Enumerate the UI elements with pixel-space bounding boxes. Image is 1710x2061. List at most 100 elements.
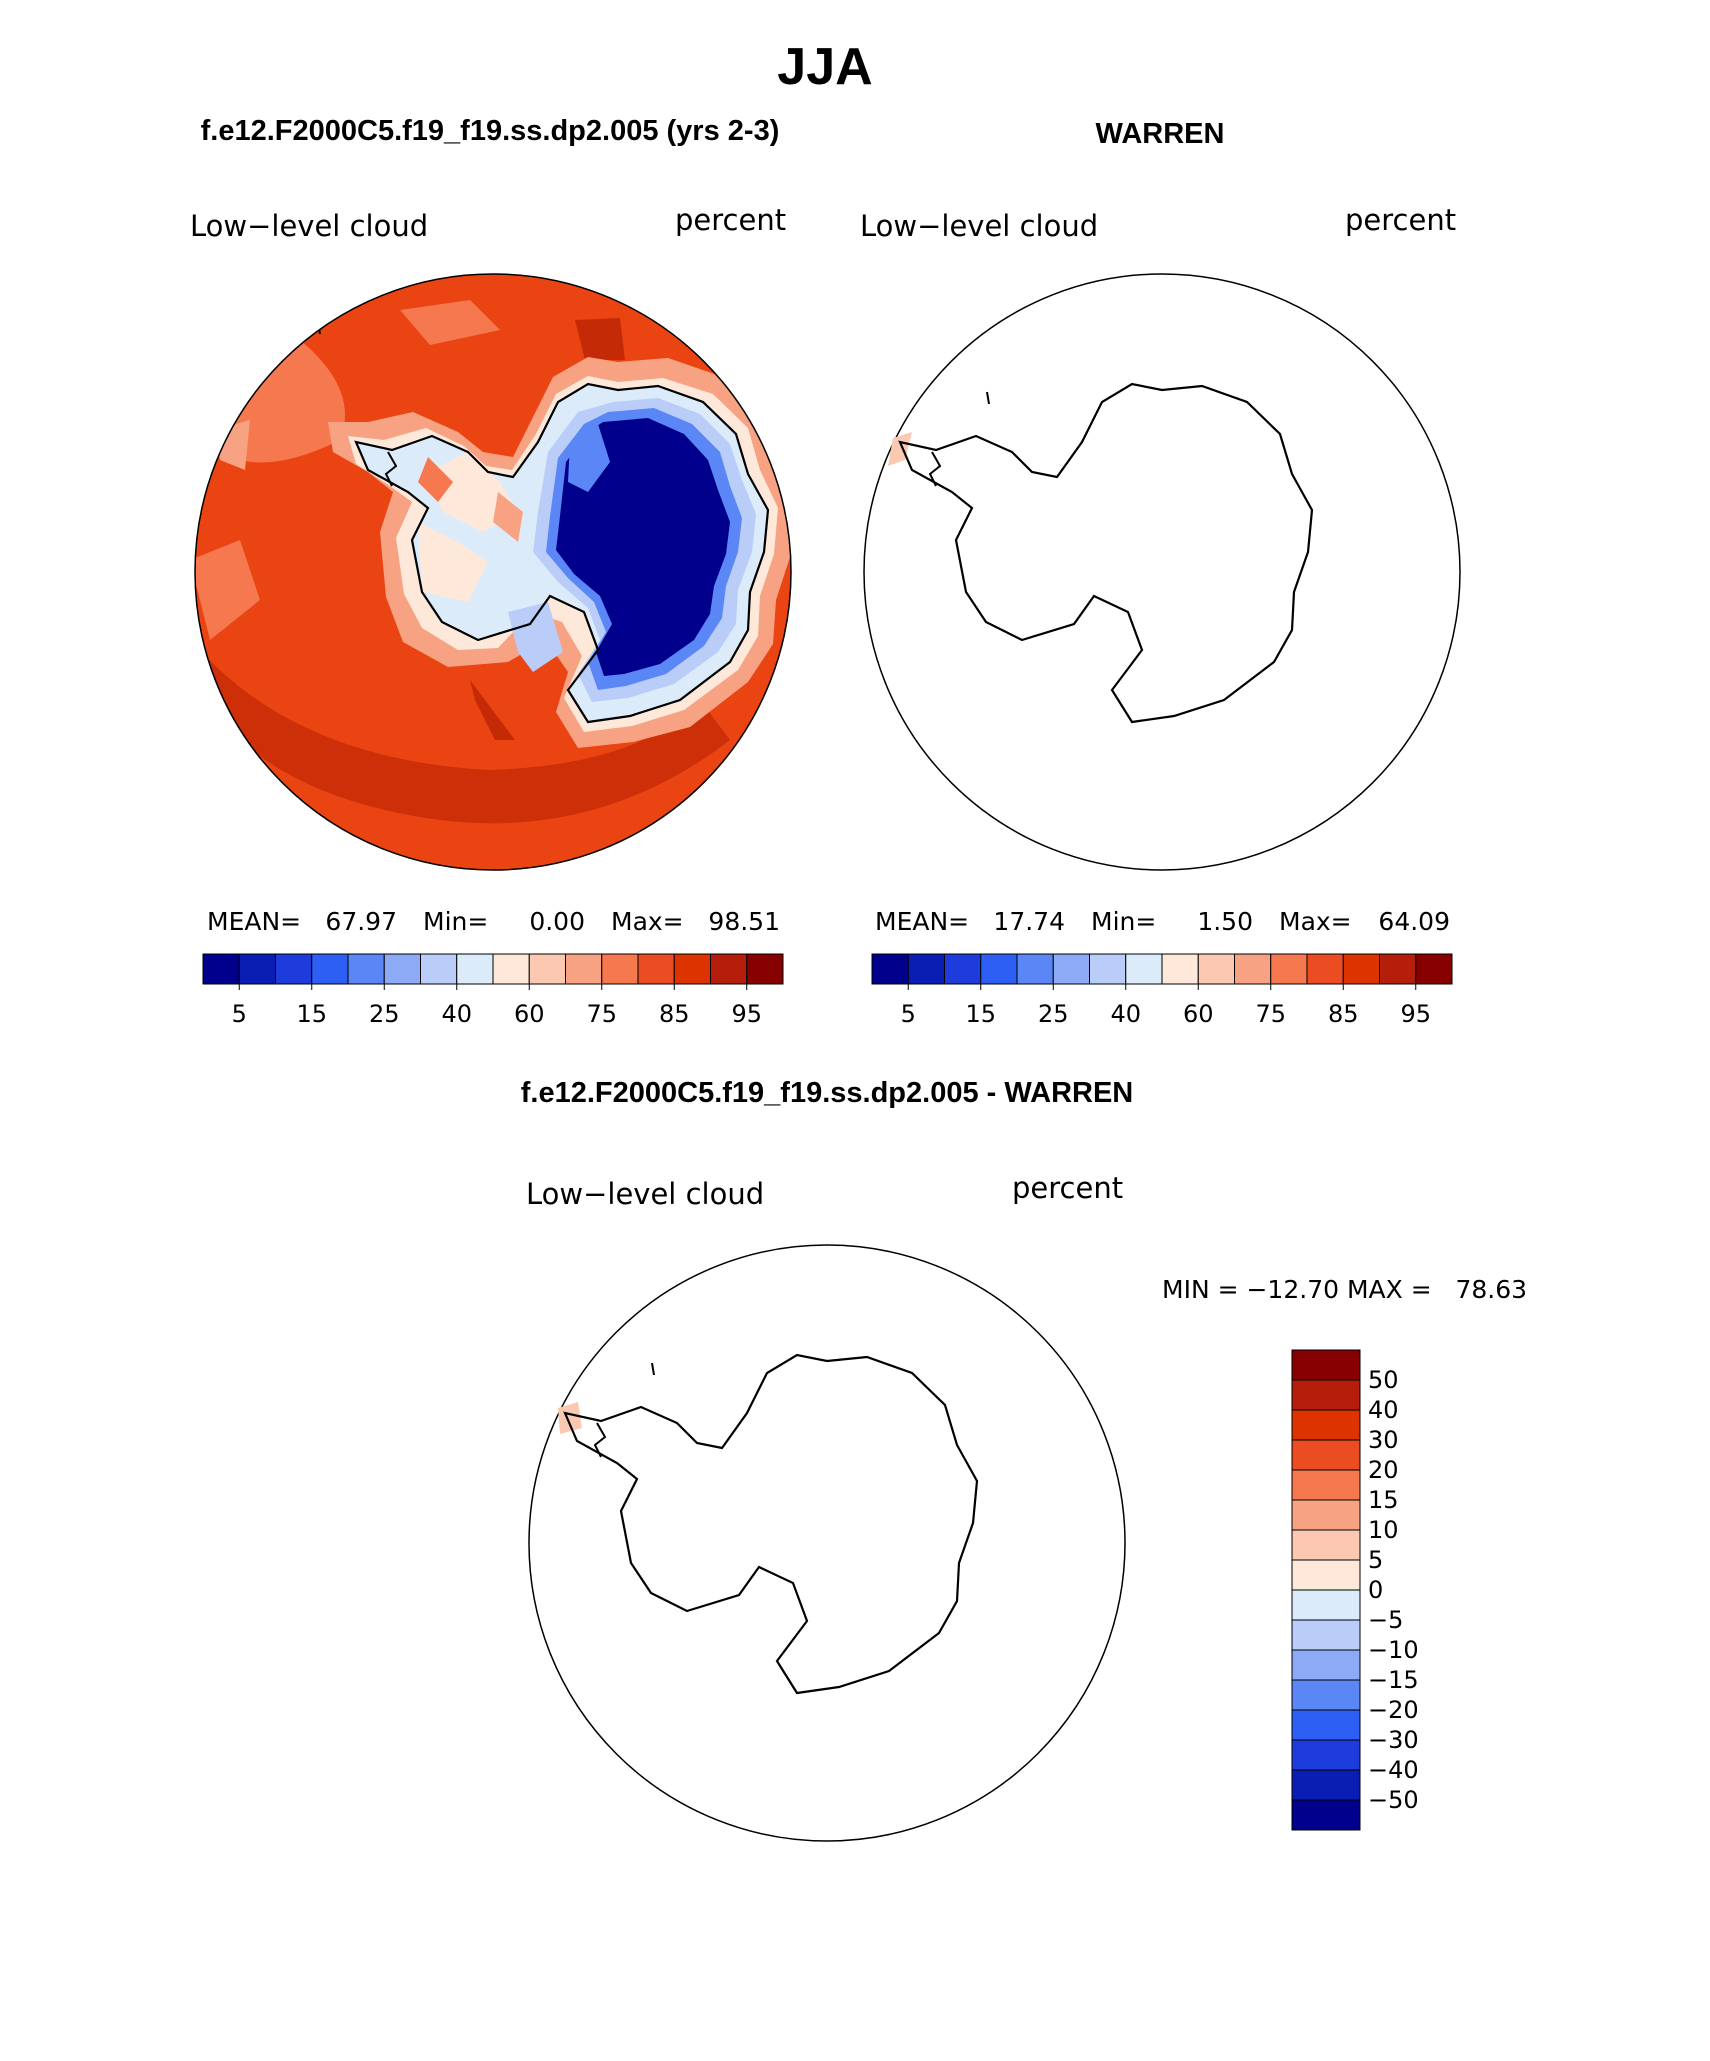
model-colorbar-label: 60 [514, 1000, 545, 1028]
model-min-value: 0.00 [529, 907, 585, 936]
model-colorbar-box [238, 953, 276, 985]
model-colorbar-box [311, 953, 349, 985]
model-colorbar-label: 85 [659, 1000, 690, 1028]
obs-colorbar-label: 5 [901, 1000, 916, 1028]
model-colorbar-box [601, 953, 639, 985]
obs-max-label: Max= [1279, 907, 1352, 936]
diff-map [528, 1244, 1126, 1842]
model-colorbar-box [746, 953, 784, 985]
obs-mean-value: 17.74 [993, 907, 1065, 936]
model-colorbar-box [383, 953, 421, 985]
model-max-label: Max= [611, 907, 684, 936]
diff-colorbar-box [1291, 1529, 1361, 1561]
obs-colorbar-box [1234, 953, 1272, 985]
diff-colorbar-label: −20 [1368, 1696, 1419, 1724]
obs-colorbar-box [1161, 953, 1199, 985]
diff-colorbar-box [1291, 1469, 1361, 1501]
diff-colorbar-label: −40 [1368, 1756, 1419, 1784]
diff-colorbar-label: 30 [1368, 1426, 1399, 1454]
obs-colorbar-box [871, 953, 909, 985]
obs-max-value: 64.09 [1378, 907, 1450, 936]
obs-mean-label: MEAN= [875, 907, 969, 936]
obs-colorbar-box [1342, 953, 1380, 985]
model-colorbar-box [565, 953, 603, 985]
model-mean-value: 67.97 [325, 907, 397, 936]
diff-colorbar-label: 50 [1368, 1366, 1399, 1394]
diff-colorbar-label: −5 [1368, 1606, 1403, 1634]
obs-colorbar-label: 85 [1328, 1000, 1359, 1028]
obs-min-label: Min= [1091, 907, 1156, 936]
diff-units-label: percent [1012, 1171, 1123, 1205]
obs-stats: MEAN= 17.74 Min= 1.50 Max= 64.09 [875, 907, 1450, 936]
diff-minmax: MIN = −12.70 MAX = 78.63 [1162, 1275, 1527, 1304]
obs-map [863, 273, 1461, 871]
obs-colorbar-label: 75 [1255, 1000, 1286, 1028]
model-variable-label: Low−level cloud [190, 209, 428, 243]
obs-colorbar-label: 25 [1038, 1000, 1069, 1028]
model-colorbar-label: 25 [369, 1000, 400, 1028]
diff-colorbar-label: −30 [1368, 1726, 1419, 1754]
diff-colorbar-box [1291, 1409, 1361, 1441]
diff-panel: Low−level cloud percent MIN = −12.70 MAX… [526, 1171, 1527, 1842]
diff-colorbar-box [1291, 1679, 1361, 1711]
model-colorbar: 5 15 25 40 60 75 85 95 [202, 953, 784, 1028]
obs-colorbar-box [1415, 953, 1453, 985]
obs-colorbar-label: 40 [1110, 1000, 1141, 1028]
diff-colorbar-label: −50 [1368, 1786, 1419, 1814]
obs-colorbar-box [980, 953, 1018, 985]
obs-units-label: percent [1345, 203, 1456, 237]
model-colorbar-label: 15 [296, 1000, 327, 1028]
diff-colorbar-box [1291, 1349, 1361, 1381]
obs-colorbar-box [1270, 953, 1308, 985]
model-colorbar-box [710, 953, 748, 985]
diff-colorbar-box [1291, 1559, 1361, 1591]
model-max-value: 98.51 [708, 907, 780, 936]
model-colorbar-label: 40 [441, 1000, 472, 1028]
diff-colorbar-label: 15 [1368, 1486, 1399, 1514]
obs-colorbar-label: 95 [1400, 1000, 1431, 1028]
model-mean-label: MEAN= [207, 907, 301, 936]
model-colorbar-box [347, 953, 385, 985]
model-colorbar-box [492, 953, 530, 985]
diff-colorbar-box [1291, 1379, 1361, 1411]
diff-colorbar-box [1291, 1799, 1361, 1831]
obs-panel: Low−level cloud percent MEAN= 17.74 Min=… [860, 203, 1461, 1028]
obs-colorbar: 5 15 25 40 60 75 85 95 [871, 953, 1453, 1028]
model-units-label: percent [675, 203, 786, 237]
diff-colorbar-box [1291, 1769, 1361, 1801]
diff-variable-label: Low−level cloud [526, 1177, 764, 1211]
model-colorbar-box [275, 953, 313, 985]
diff-colorbar-label: −10 [1368, 1636, 1419, 1664]
obs-colorbar-box [1197, 953, 1235, 985]
obs-colorbar-box [1016, 953, 1054, 985]
diff-colorbar-label: 40 [1368, 1396, 1399, 1424]
model-colorbar-box [420, 953, 458, 985]
obs-colorbar-box [1379, 953, 1417, 985]
model-colorbar-label: 75 [586, 1000, 617, 1028]
obs-colorbar-box [1052, 953, 1090, 985]
diff-heading: f.e12.F2000C5.f19_f19.ss.dp2.005 - WARRE… [521, 1077, 1134, 1109]
model-colorbar-box [673, 953, 711, 985]
diff-colorbar-box [1291, 1499, 1361, 1531]
model-colorbar-box [637, 953, 675, 985]
obs-colorbar-box [944, 953, 982, 985]
obs-colorbar-box [1306, 953, 1344, 985]
figure-title: JJA [777, 38, 872, 96]
obs-min-value: 1.50 [1197, 907, 1253, 936]
diff-colorbar-label: 20 [1368, 1456, 1399, 1484]
diff-colorbar-label: 10 [1368, 1516, 1399, 1544]
diff-colorbar-box [1291, 1619, 1361, 1651]
model-panel: Low−level cloud percent [190, 203, 792, 1028]
diff-colorbar-box [1291, 1589, 1361, 1621]
diff-colorbar-box [1291, 1439, 1361, 1471]
obs-colorbar-label: 60 [1183, 1000, 1214, 1028]
model-colorbar-label: 5 [232, 1000, 247, 1028]
model-colorbar-box [528, 953, 566, 985]
diff-colorbar-label: 5 [1368, 1546, 1383, 1574]
model-stats: MEAN= 67.97 Min= 0.00 Max= 98.51 [207, 907, 780, 936]
model-min-label: Min= [423, 907, 488, 936]
diff-colorbar-box [1291, 1649, 1361, 1681]
obs-colorbar-box [907, 953, 945, 985]
